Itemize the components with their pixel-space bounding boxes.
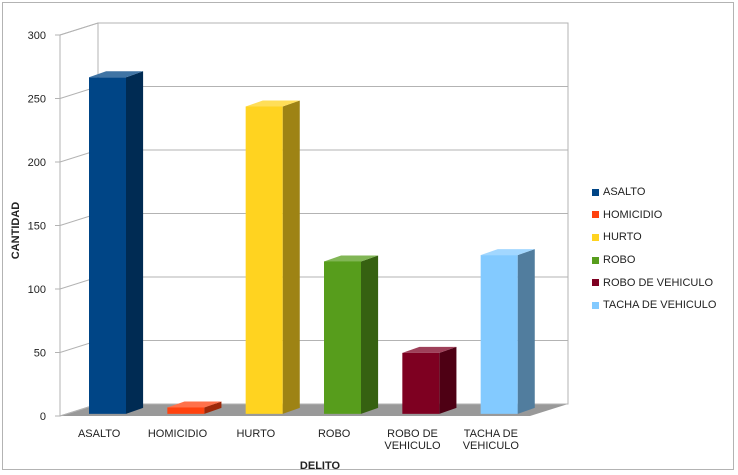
bar-5 <box>402 352 440 414</box>
bar-top-6 <box>480 249 535 256</box>
bar-top-5 <box>402 346 457 353</box>
chart-frame <box>2 2 734 470</box>
legend-label: ROBO <box>603 254 636 267</box>
legend-swatch <box>592 279 599 287</box>
legend-item: HURTO <box>592 226 736 249</box>
bar-top-4 <box>324 255 379 262</box>
y-tick-label: 50 <box>34 348 46 360</box>
legend-label: TACHA DE VEHICULO <box>603 299 717 312</box>
bar-side-3 <box>282 100 300 414</box>
legend-item: TACHA DE VEHICULO <box>592 294 736 317</box>
legend-item: HOMICIDIO <box>592 204 736 227</box>
legend-swatch <box>592 211 599 219</box>
y-tick-label: 150 <box>28 221 46 233</box>
legend-label: HURTO <box>603 231 642 244</box>
bar-3 <box>245 106 283 414</box>
x-axis-title: DELITO <box>300 460 341 472</box>
bar-side-6 <box>517 249 535 414</box>
x-tick-label: VEHICULO <box>384 440 441 452</box>
x-tick-label: TACHA DE <box>464 428 518 440</box>
bar-4 <box>324 261 361 414</box>
bar-side-5 <box>439 346 457 414</box>
bar-side-4 <box>361 255 379 414</box>
bar-top-1 <box>89 71 144 78</box>
x-tick-label: ROBO DE <box>387 428 438 440</box>
bar-top-2 <box>167 401 222 408</box>
x-tick-label: ASALTO <box>78 428 121 440</box>
legend-label: ROBO DE VEHICULO <box>603 276 714 289</box>
legend-swatch <box>592 188 599 196</box>
y-tick-label: 0 <box>40 411 46 423</box>
bar-top-3 <box>245 100 300 107</box>
x-tick-label: ROBO <box>318 428 351 440</box>
legend-swatch <box>592 256 599 264</box>
legend-item: ROBO DE VEHICULO <box>592 271 736 294</box>
y-tick-label: 300 <box>28 30 46 42</box>
legend-label: ASALTO <box>603 186 646 199</box>
bar-2 <box>167 407 205 414</box>
bar-side-1 <box>126 71 144 414</box>
x-tick-label: VEHICULO <box>463 440 520 452</box>
legend-label: HOMICIDIO <box>603 208 663 221</box>
x-tick-label: HURTO <box>236 428 275 440</box>
y-axis-title: CANTIDAD <box>10 202 22 259</box>
legend: ASALTO HOMICIDIO HURTO ROBO ROBO DE VEHICULO… <box>592 181 736 317</box>
y-tick-label: 250 <box>28 94 46 106</box>
legend-swatch <box>592 301 599 309</box>
y-tick-label: 200 <box>28 157 46 169</box>
x-tick-label: HOMICIDIO <box>148 428 208 440</box>
legend-item: ROBO <box>592 249 736 272</box>
bar-1 <box>89 77 126 414</box>
bar-side-2 <box>204 401 222 414</box>
gridline <box>59 22 568 36</box>
legend-swatch <box>592 233 599 241</box>
bar-6 <box>480 255 518 414</box>
y-tick-label: 100 <box>28 284 46 296</box>
legend-item: ASALTO <box>592 181 736 204</box>
